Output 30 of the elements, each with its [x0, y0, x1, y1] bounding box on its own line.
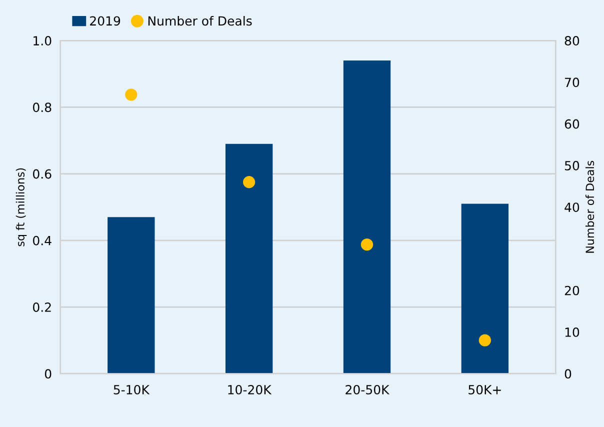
- legend-label: 2019: [90, 16, 120, 26]
- point: [125, 88, 138, 101]
- y2-tick-label: 70: [565, 78, 580, 88]
- x-tick-label: 50K+: [468, 384, 501, 394]
- point: [243, 176, 256, 188]
- x-tick-label: 10-20K: [228, 384, 272, 394]
- bar: [225, 144, 273, 374]
- y2-tick-label: 80: [564, 36, 580, 46]
- point: [478, 334, 491, 346]
- bar: [461, 204, 509, 374]
- y-tick-label: 0.4: [33, 236, 52, 246]
- y2-tick-label: 60: [564, 119, 580, 129]
- y-axis-title: sq ft (millions): [16, 168, 27, 246]
- y-tick-label: 0.8: [33, 102, 52, 112]
- y2-tick-label: 20: [564, 286, 580, 296]
- x-tick-label: 20-50K: [346, 384, 390, 394]
- legend-label: Number of Deals: [148, 16, 252, 26]
- y2-tick-label: 0: [564, 369, 572, 379]
- y-tick-label: 0.2: [33, 302, 51, 312]
- y2-axis-title: Number of Deals: [585, 160, 594, 253]
- y-tick-label: 1.0: [34, 36, 52, 46]
- y2-tick-label: 40: [564, 202, 580, 212]
- y2-tick-label: 50: [564, 160, 580, 170]
- y-tick-label: 0.6: [33, 169, 52, 179]
- y-tick-label: 0: [44, 369, 52, 379]
- point: [360, 238, 374, 251]
- y2-tick-label: 10: [565, 327, 580, 337]
- bar: [343, 60, 391, 374]
- bar: [108, 217, 155, 374]
- x-tick-label: 5-10K: [114, 384, 150, 394]
